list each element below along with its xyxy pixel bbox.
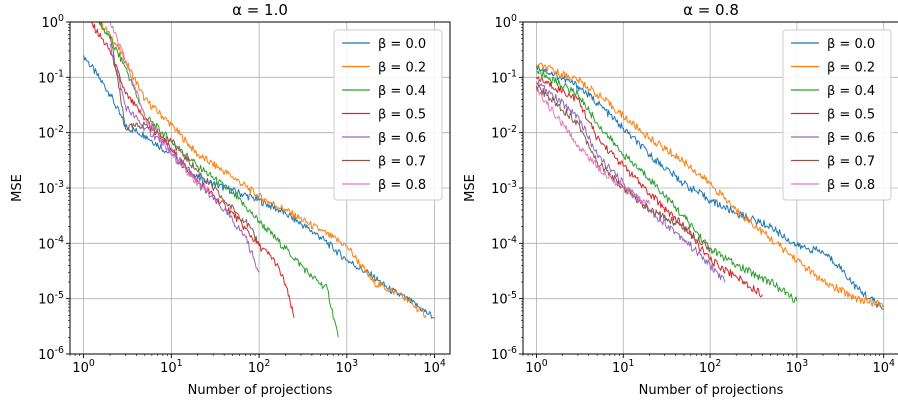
y-tick-label: 10-6 (38, 345, 64, 363)
legend-entry: β = 0.8 (827, 178, 875, 193)
x-tick-label: 104 (872, 358, 895, 376)
x-tick-label: 102 (699, 358, 722, 376)
y-tick-label: 10-1 (38, 68, 64, 86)
legend-entry: β = 0.2 (827, 61, 875, 76)
x-tick-label: 104 (423, 358, 446, 376)
y-tick-label: 10-2 (491, 124, 517, 142)
y-axis-label: MSE (10, 174, 25, 202)
series-line-0.8 (535, 89, 650, 205)
y-tick-label: 10-5 (491, 290, 517, 308)
series-line-0.8 (109, 22, 214, 195)
chart-title: α = 1.0 (232, 1, 288, 19)
series-line-0.4 (98, 22, 339, 338)
legend-entry: β = 0.5 (827, 108, 875, 123)
series-lines (83, 22, 435, 338)
series-line-0.2 (98, 22, 427, 319)
legend-entry: β = 0.7 (827, 155, 875, 170)
y-tick-label: 10-6 (491, 345, 517, 363)
series-line-0.2 (535, 62, 885, 308)
y-tick-label: 10-3 (38, 179, 64, 197)
y-tick-label: 10-2 (38, 124, 64, 142)
series-line-0.5 (90, 22, 295, 319)
y-tick-label: 10-4 (38, 234, 64, 252)
legend-entry: β = 0.6 (827, 131, 875, 146)
x-tick-label: 100 (525, 358, 548, 376)
legend-entry: β = 0.0 (378, 37, 426, 52)
series-line-0.5 (536, 76, 763, 298)
legend: β = 0.0 β = 0.2 β = 0.4 β = 0.5 β = 0.6 β = 0… (333, 29, 443, 201)
y-tick-label: 10-3 (491, 179, 517, 197)
x-tick-label: 103 (336, 358, 359, 376)
x-tick-label: 102 (248, 358, 271, 376)
panel-1: 100 101 102 103 104 10-6 10-5 10-4 10-3 10-2 10-1 1… (10, 1, 451, 398)
legend-box (333, 29, 443, 201)
x-tick-label: 101 (160, 358, 183, 376)
x-tick-label: 101 (612, 358, 635, 376)
legend-entry: β = 0.2 (378, 61, 426, 76)
y-tick-label: 100 (495, 13, 518, 31)
x-tick-label: 100 (72, 358, 95, 376)
series-line-0.4 (536, 69, 798, 303)
x-tick-label: 103 (786, 358, 809, 376)
y-tick-label: 10-4 (491, 234, 517, 252)
series-line-0.7 (109, 34, 260, 244)
series-line-0.0 (535, 64, 884, 310)
legend: β = 0.0 β = 0.2 β = 0.4 β = 0.5 β = 0.6 β = 0… (782, 29, 892, 201)
series-line-0.0 (83, 55, 435, 319)
series-lines (535, 62, 885, 310)
x-axis-label: Number of projections (188, 383, 333, 398)
legend-entry: β = 0.8 (378, 178, 426, 193)
series-line-0.6 (535, 80, 726, 283)
legend-entry: β = 0.4 (378, 84, 426, 99)
y-tick-label: 100 (42, 13, 65, 31)
legend-entry: β = 0.4 (827, 84, 875, 99)
y-axis-label: MSE (463, 174, 478, 202)
legend-entry: β = 0.6 (378, 131, 426, 146)
legend-box (782, 29, 892, 201)
y-tick-label: 10-5 (38, 290, 64, 308)
legend-entry: β = 0.5 (378, 108, 426, 123)
chart-title: α = 0.8 (683, 1, 739, 19)
panel-2: 100 101 102 103 104 10-6 10-5 10-4 10-3 10-2 10-1 1… (463, 1, 898, 398)
x-axis-label: Number of projections (639, 383, 784, 398)
legend-entry: β = 0.0 (827, 37, 875, 52)
legend-entry: β = 0.7 (378, 155, 426, 170)
y-tick-label: 10-1 (491, 68, 517, 86)
